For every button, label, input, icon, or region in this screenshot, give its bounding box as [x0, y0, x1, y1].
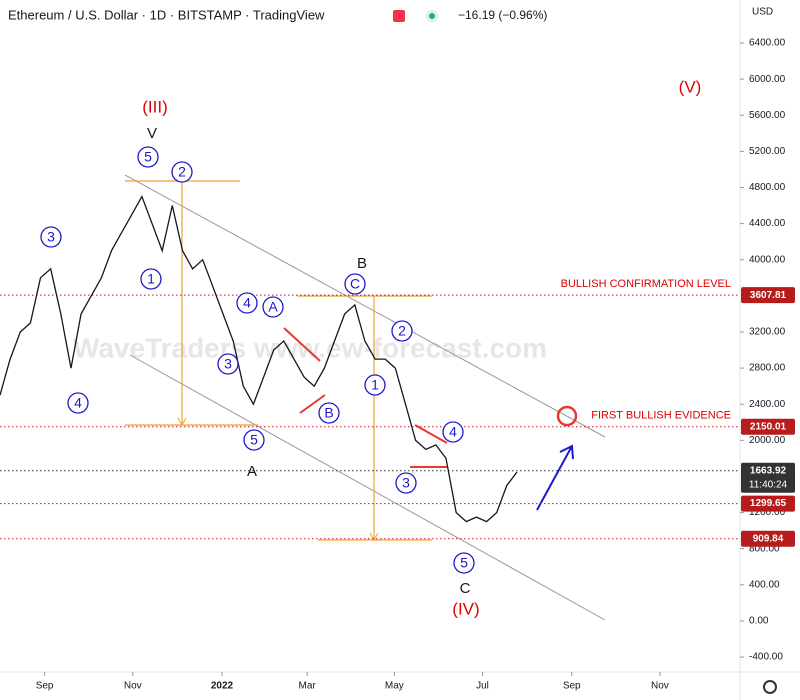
wave-circle: [171, 161, 193, 183]
x-tick-label: May: [385, 681, 404, 692]
level-note: BULLISH CONFIRMATION LEVEL: [561, 278, 731, 290]
fib-lines: [125, 180, 432, 541]
wave-label: C: [350, 276, 360, 292]
wave-label: V: [147, 125, 157, 142]
wave-circle: [140, 268, 162, 290]
projection-arrow: [536, 444, 574, 511]
price-change: −16.19 (−0.96%): [458, 8, 547, 22]
y-tick-label: -400.00: [749, 652, 783, 663]
wave-label: 3: [224, 356, 232, 372]
y-tick-label: 400.00: [749, 579, 780, 590]
wave-label: 3: [402, 475, 410, 491]
y-tick-label: 4000.00: [749, 254, 786, 265]
chart-title: Ethereum / U.S. Dollar · 1D · BITSTAMP ·…: [8, 7, 325, 22]
wave-circle: [395, 472, 417, 494]
price-label-box: [741, 495, 795, 512]
price-label-box: [741, 287, 795, 304]
x-tick-label: Nov: [651, 681, 669, 692]
watermark: WaveTraders www.ew-forecast.com: [73, 332, 547, 363]
wave-label: 4: [74, 395, 82, 411]
x-tick-label: Sep: [36, 681, 54, 692]
y-tick-label: 800.00: [749, 543, 780, 554]
wave-circle: [217, 353, 239, 375]
wave-circle: [236, 292, 258, 314]
y-tick-label: 0.00: [749, 616, 769, 627]
wave-circle: [442, 421, 464, 443]
wave-label: 4: [243, 295, 251, 311]
wave-circle: [243, 429, 265, 451]
x-tick-label: Nov: [124, 681, 142, 692]
countdown: 11:40:24: [749, 479, 788, 490]
y-tick-label: 6000.00: [749, 74, 786, 85]
target-circle: [556, 405, 578, 427]
wave-label: 1: [147, 271, 155, 287]
wave-label: 5: [144, 149, 152, 165]
y-tick-label: 4800.00: [749, 182, 786, 193]
channel-line: [129, 354, 606, 621]
wave-circle: [344, 273, 366, 295]
wave-label: A: [247, 463, 257, 480]
wave-circle: [67, 392, 89, 414]
wave-circle: [364, 374, 386, 396]
price-line: [0, 194, 518, 523]
y-tick-label: 5600.00: [749, 110, 786, 121]
wave-label: (IV): [452, 599, 479, 618]
wave-label: 4: [449, 424, 457, 440]
wave-label: 2: [398, 323, 406, 339]
y-tick-label: 2400.00: [749, 399, 786, 410]
x-tick-label: Mar: [299, 681, 317, 692]
price-label: 1663.92: [750, 465, 787, 476]
wave-label: 3: [47, 229, 55, 245]
y-tick-label: 2800.00: [749, 363, 786, 374]
wave-circle: [318, 402, 340, 424]
wave-label: 2: [178, 164, 186, 180]
flag-icon[interactable]: [393, 10, 405, 22]
y-tick-label: 3200.00: [749, 327, 786, 338]
fib-arrow: [177, 417, 379, 542]
wave-circle: [453, 552, 475, 574]
price-label: 909.84: [753, 533, 784, 544]
price-label: 3607.81: [750, 290, 787, 301]
wave-label: B: [357, 255, 367, 272]
channel-line: [124, 174, 606, 438]
pattern-lines: [283, 327, 448, 468]
wave-circle: [262, 296, 284, 318]
wave-label: 5: [460, 555, 468, 571]
price-label-box: [741, 462, 795, 493]
y-tick-label: 2000.00: [749, 435, 786, 446]
x-tick-label: Jul: [476, 681, 489, 692]
wave-circle: [137, 146, 159, 168]
y-tick-label: 4400.00: [749, 218, 786, 229]
x-tick-label: Sep: [563, 681, 581, 692]
wave-label: 1: [371, 377, 379, 393]
currency[interactable]: USD: [752, 7, 773, 18]
wave-label: (V): [679, 77, 702, 96]
price-label: 2150.01: [750, 421, 787, 432]
y-tick-label: 6400.00: [749, 38, 786, 49]
price-label-box: [741, 418, 795, 435]
wave-label: A: [268, 299, 278, 315]
settings-icon[interactable]: [763, 680, 777, 694]
wave-label: B: [324, 405, 333, 421]
status-dot: [429, 13, 435, 19]
wave-label: 5: [250, 432, 258, 448]
wave-label: (III): [142, 97, 168, 116]
gear[interactable]: [763, 680, 777, 694]
y-tick-label: 5200.00: [749, 146, 786, 157]
wave-circle: [40, 226, 62, 248]
x-tick-label: 2022: [211, 681, 234, 692]
level-note: FIRST BULLISH EVIDENCE: [591, 410, 731, 422]
y-tick-label: 1200.00: [749, 507, 786, 518]
price-label: 1299.65: [750, 498, 787, 509]
wave-circle: [391, 320, 413, 342]
wave-label: C: [460, 580, 471, 597]
price-label-box: [741, 530, 795, 547]
